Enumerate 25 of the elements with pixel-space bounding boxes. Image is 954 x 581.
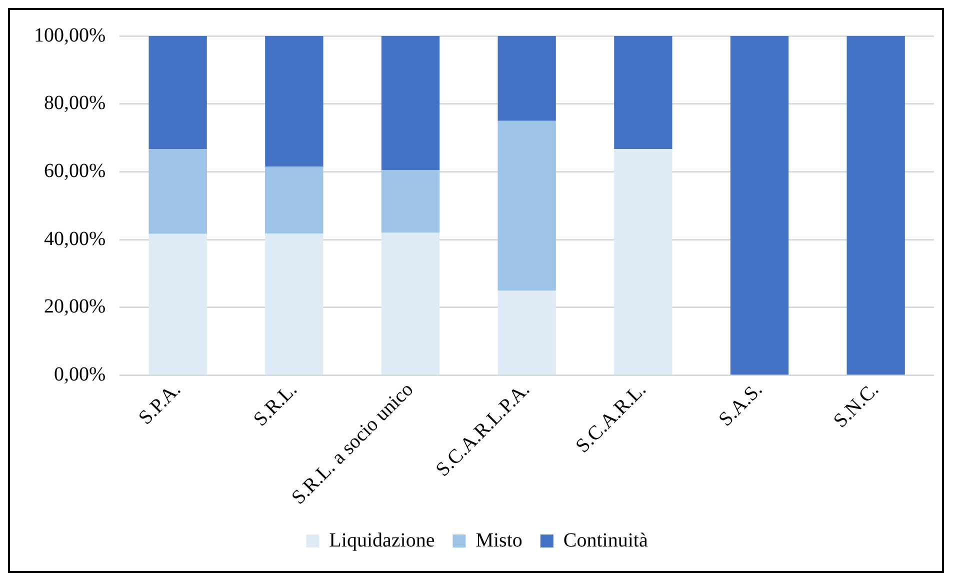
bar [381, 36, 440, 170]
bar [148, 36, 207, 150]
bar [730, 36, 789, 375]
y-tick-label: 0,00% [54, 364, 106, 386]
bar [846, 36, 905, 375]
bar [381, 170, 440, 232]
y-tick-label: 100,00% [34, 24, 106, 46]
bar [614, 149, 672, 375]
y-tick-label: 80,00% [44, 92, 106, 114]
legend-label: Continuità [563, 529, 648, 552]
bar [148, 234, 207, 375]
y-tick-label: 60,00% [44, 160, 106, 182]
legend-label: Misto [476, 529, 522, 552]
y-tick-label: 40,00% [44, 228, 106, 250]
bar [148, 149, 207, 234]
bar [265, 233, 324, 375]
legend-label: Liquidazione [329, 529, 435, 552]
bar [498, 290, 556, 375]
bar [614, 36, 672, 150]
bar [381, 232, 440, 375]
bar [265, 36, 324, 167]
y-tick-label: 20,00% [44, 296, 106, 318]
bar [498, 36, 556, 121]
bar [498, 120, 556, 290]
bar [265, 166, 324, 234]
